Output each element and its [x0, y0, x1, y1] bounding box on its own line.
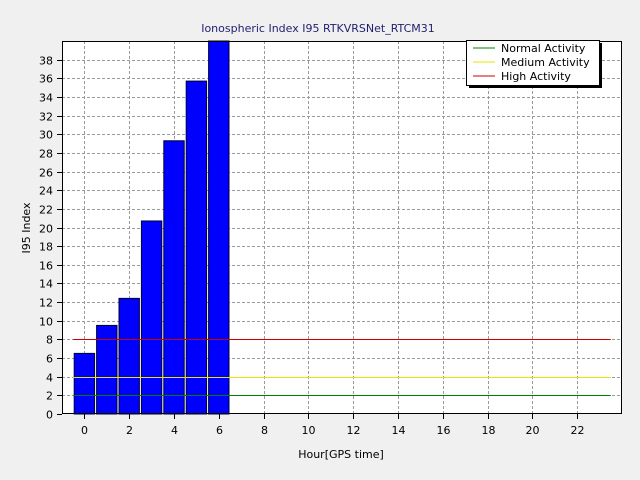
x-tick-label: 20: [526, 424, 540, 437]
y-tick-label: 10: [39, 316, 53, 329]
y-tick-label: 22: [39, 204, 53, 217]
y-tick-label: 12: [39, 297, 53, 310]
legend-label: High Activity: [501, 70, 571, 83]
bar: [163, 140, 185, 415]
y-tick-label: 28: [39, 148, 53, 161]
bar: [96, 324, 118, 415]
x-tick-label: 16: [437, 424, 451, 437]
grid: [62, 41, 622, 414]
bar: [140, 220, 163, 415]
y-tick-label: 6: [46, 353, 53, 366]
chart-title: Ionospheric Index I95 RTKVRSNet_RTCM31: [201, 22, 435, 35]
y-tick-label: 20: [39, 223, 53, 236]
y-tick-label: 24: [39, 185, 53, 198]
x-tick-label: 14: [392, 424, 406, 437]
x-axis-label: Hour[GPS time]: [298, 448, 384, 461]
x-tick-label: 6: [216, 424, 223, 437]
x-tick-label: 22: [571, 424, 585, 437]
y-tick-label: 30: [39, 129, 53, 142]
y-tick-label: 32: [39, 111, 53, 124]
legend-label: Normal Activity: [501, 42, 586, 55]
bar: [185, 80, 208, 415]
y-tick-label: 16: [39, 260, 53, 273]
threshold-lines: [73, 339, 611, 396]
plot-frame: [62, 41, 622, 414]
x-tick-label: 4: [171, 424, 178, 437]
bar-series: [73, 40, 230, 415]
x-tick-label: 2: [126, 424, 133, 437]
y-tick-label: 2: [46, 390, 53, 403]
y-axis-label: I95 Index: [20, 202, 33, 254]
legend-label: Medium Activity: [501, 56, 590, 69]
x-tick-label: 18: [482, 424, 496, 437]
y-tick-label: 8: [46, 334, 53, 347]
y-tick-label: 34: [39, 92, 53, 105]
x-tick-label: 12: [347, 424, 361, 437]
y-tick-label: 38: [39, 55, 53, 68]
bar: [73, 352, 96, 415]
x-tick-label: 8: [261, 424, 268, 437]
bar: [118, 297, 140, 415]
x-tick-label: 0: [81, 424, 88, 437]
y-tick-label: 4: [46, 372, 53, 385]
y-tick-label: 36: [39, 73, 53, 86]
y-tick-label: 14: [39, 278, 53, 291]
x-tick-label: 10: [302, 424, 316, 437]
y-tick-label: 26: [39, 167, 53, 180]
bar: [208, 40, 230, 415]
y-tick-label: 18: [39, 241, 53, 254]
y-tick-label: 0: [46, 409, 53, 422]
